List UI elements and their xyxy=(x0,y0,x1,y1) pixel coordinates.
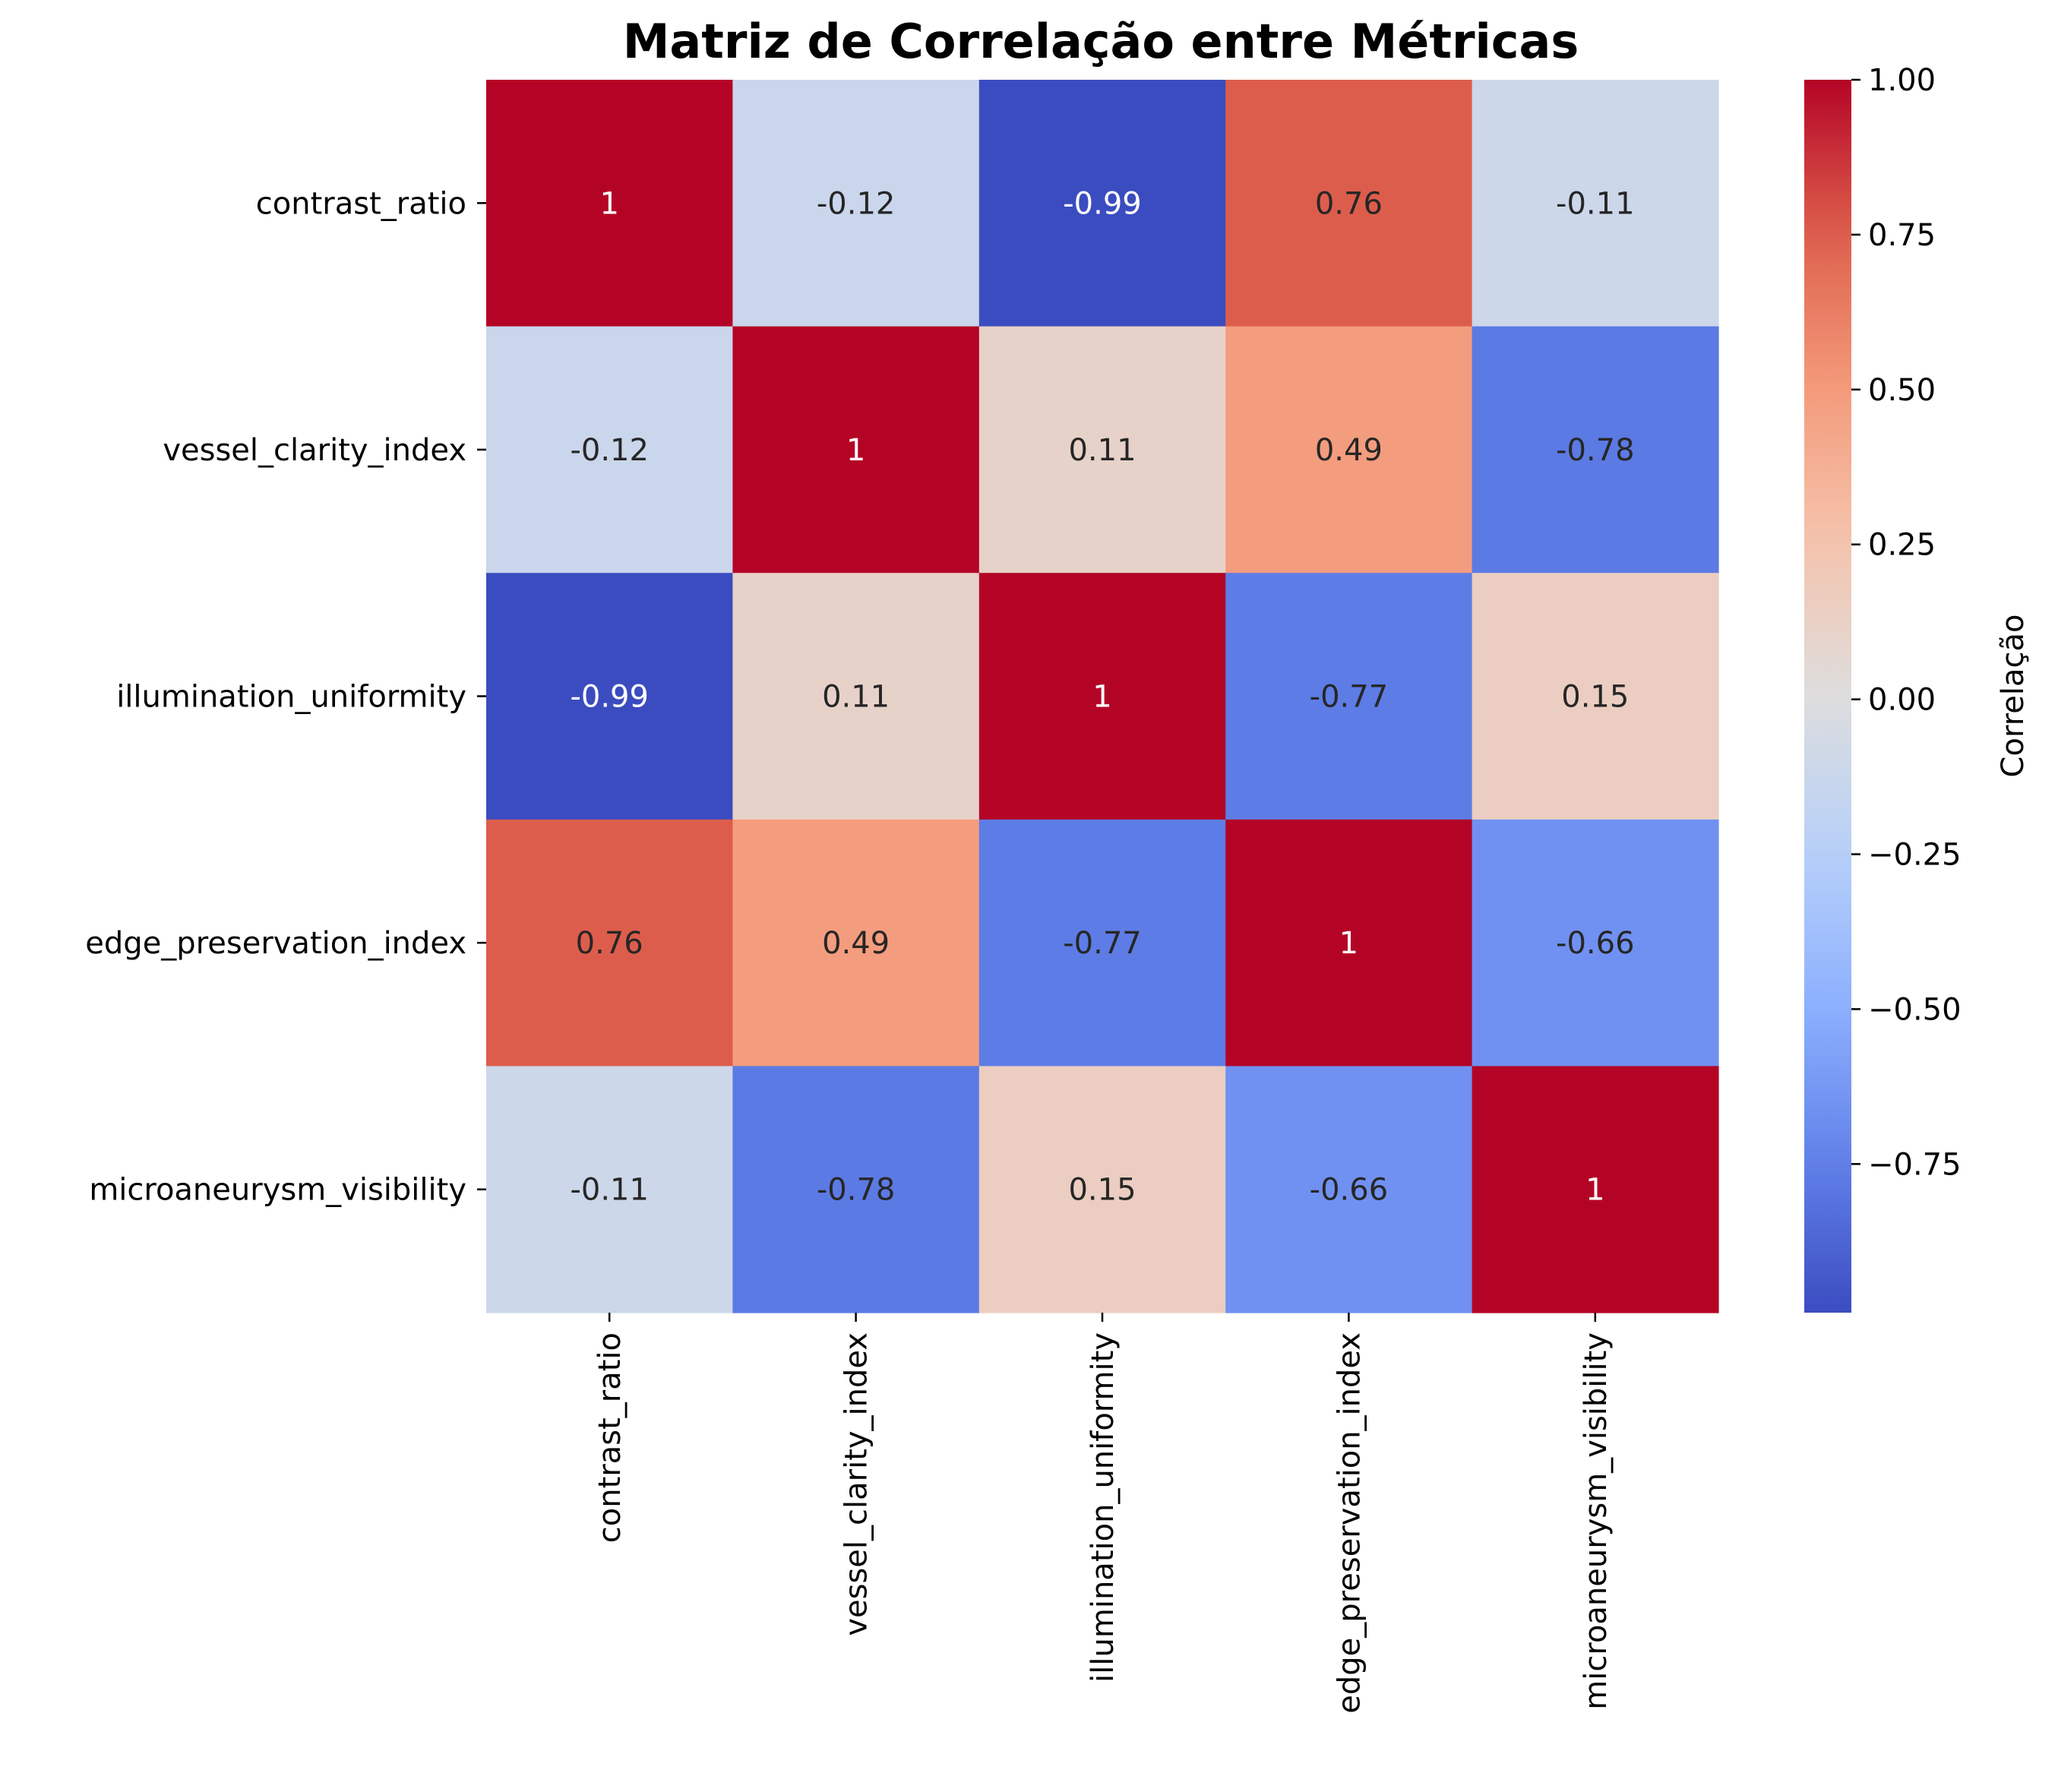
heatmap-cell xyxy=(486,326,733,574)
heatmap-cell xyxy=(1225,80,1473,327)
heatmap-cell xyxy=(732,1066,980,1313)
cell-value-label: -0.77 xyxy=(1310,680,1389,715)
colorbar-tick-label: 1.00 xyxy=(1868,63,1936,98)
colorbar-tick-label: 0.25 xyxy=(1868,528,1936,563)
cell-value-label: -0.11 xyxy=(570,1173,649,1208)
cell-value-label: -0.99 xyxy=(570,680,649,715)
x-tick-label: vessel_clarity_index xyxy=(839,1332,874,1636)
colorbar-tick-label: 0.50 xyxy=(1868,373,1936,408)
cell-value-label: -0.78 xyxy=(817,1173,896,1208)
cell-value-label: -0.99 xyxy=(1063,186,1142,221)
cell-value-label: 0.11 xyxy=(822,680,890,715)
colorbar-gradient xyxy=(1804,80,1851,1313)
heatmap-cell xyxy=(1472,573,1719,820)
heatmap-cell xyxy=(1225,1066,1473,1313)
heatmap-cell xyxy=(978,573,1226,820)
heatmap-cell xyxy=(732,819,980,1067)
cell-value-label: 0.15 xyxy=(1561,680,1629,715)
cell-value-label: 0.76 xyxy=(1315,186,1383,221)
heatmap-cell xyxy=(1225,573,1473,820)
y-tick-label: edge_preservation_index xyxy=(85,926,466,961)
x-tick-label: contrast_ratio xyxy=(593,1332,628,1543)
x-tick-label: microaneurysm_visibility xyxy=(1579,1332,1614,1710)
heatmap-cell xyxy=(978,1066,1226,1313)
x-axis: contrast_ratio vessel_clarity_index illumi… xyxy=(593,1313,1614,1714)
cell-value-label: 1 xyxy=(1585,1173,1604,1208)
y-tick-label: illumination_uniformity xyxy=(116,680,466,715)
cell-value-label: -0.77 xyxy=(1063,926,1142,961)
heatmap-cell xyxy=(1472,326,1719,574)
cell-value-label: -0.66 xyxy=(1310,1173,1389,1208)
heatmap-cells xyxy=(486,80,1719,1313)
heatmap-cell xyxy=(1225,326,1473,574)
cell-value-label: -0.12 xyxy=(817,186,896,221)
colorbar-tick-label: −0.75 xyxy=(1868,1147,1962,1182)
cell-value-label: 0.76 xyxy=(576,926,643,961)
x-tick-label: edge_preservation_index xyxy=(1332,1332,1367,1714)
cell-value-label: 1 xyxy=(599,186,618,221)
cell-value-label: 0.11 xyxy=(1068,433,1136,468)
cell-value-label: 1 xyxy=(1339,926,1358,961)
heatmap-cell xyxy=(486,1066,733,1313)
heatmap-cell xyxy=(486,819,733,1067)
heatmap-cell xyxy=(978,80,1226,327)
heatmap-cell-labels: 1 -0.12 -0.99 0.76 -0.11 -0.12 1 0.11 0.49 -0.78 -… xyxy=(570,186,1634,1207)
heatmap-cell xyxy=(1472,1066,1719,1313)
cell-value-label: -0.12 xyxy=(570,433,649,468)
colorbar: 1.00 0.75 0.50 0.25 0.00 −0.25 −0.50 −0.75 Corr… xyxy=(1804,63,2031,1313)
heatmap-cell xyxy=(732,80,980,327)
heatmap-cell xyxy=(1472,819,1719,1067)
heatmap-cell xyxy=(1225,819,1473,1067)
colorbar-tick-label: −0.50 xyxy=(1868,992,1962,1027)
heatmap-cell xyxy=(732,326,980,574)
chart-title: Matriz de Correlação entre Métricas xyxy=(623,14,1579,69)
cell-value-label: 0.15 xyxy=(1068,1173,1136,1208)
cell-value-label: 0.49 xyxy=(822,926,890,961)
colorbar-tick-label: 0.00 xyxy=(1868,683,1936,718)
y-axis: contrast_ratio vessel_clarity_indexillumi… xyxy=(85,186,486,1208)
cell-value-label: 1 xyxy=(1092,680,1111,715)
heatmap-cell xyxy=(732,573,980,820)
cell-value-label: -0.78 xyxy=(1556,433,1635,468)
y-tick-label: contrast_ratio xyxy=(256,186,466,221)
heatmap-cell xyxy=(978,326,1226,574)
cell-value-label: 0.49 xyxy=(1315,433,1383,468)
colorbar-tick-label: −0.25 xyxy=(1868,838,1962,873)
x-tick-label: illumination_uniformity xyxy=(1086,1332,1121,1683)
heatmap-cell xyxy=(486,573,733,820)
colorbar-label: Correlação xyxy=(1996,615,2031,778)
heatmap-cell xyxy=(978,819,1226,1067)
heatmap-cell xyxy=(1472,80,1719,327)
colorbar-tick-label: 0.75 xyxy=(1868,218,1936,253)
heatmap-cell xyxy=(486,80,733,327)
cell-value-label: 1 xyxy=(846,433,865,468)
y-tick-label: vessel_clarity_index xyxy=(163,433,466,468)
colorbar-ticks: 1.00 0.75 0.50 0.25 0.00 −0.25 −0.50 −0.75 xyxy=(1851,63,1962,1182)
y-tick-label: microaneurysm_visibility xyxy=(89,1173,466,1208)
cell-value-label: -0.66 xyxy=(1556,926,1635,961)
cell-value-label: -0.11 xyxy=(1556,186,1635,221)
